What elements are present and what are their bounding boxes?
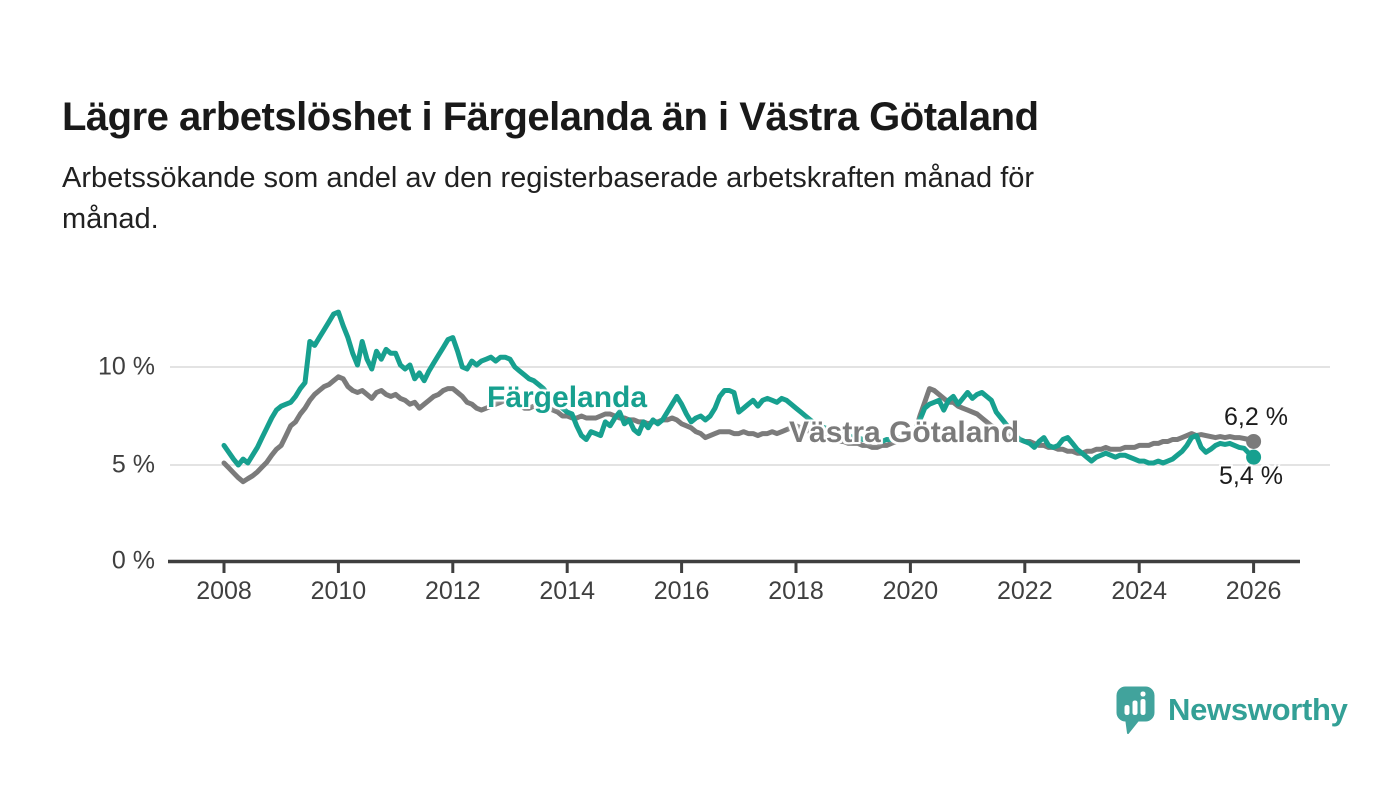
newsworthy-logo: Newsworthy [1116, 686, 1348, 734]
end-dot-v-stra-g-taland [1246, 433, 1262, 449]
chart-subtitle-line2: månad. [62, 203, 159, 235]
chart-line-f-rgelanda [221, 309, 1257, 468]
end-value-label-vastra-gotaland: 6,2 % [1224, 403, 1288, 431]
series-label-fargelanda: Färgelanda [487, 381, 648, 414]
chart-subtitle-line1: Arbetssökande som andel av den registerb… [62, 162, 1035, 194]
x-tick-label-2008: 2008 [196, 577, 252, 605]
chart-subtitle: Arbetssökande som andel av den registerb… [62, 158, 1312, 240]
y-tick-label-10: 10 % [98, 352, 155, 381]
x-tick-label-2018: 2018 [768, 577, 824, 605]
x-tick-label-2012: 2012 [424, 577, 481, 605]
y-tick-label-5: 5 % [111, 450, 155, 479]
end-value-label-fargelanda: 5,4 % [1219, 462, 1283, 490]
series-label-vastra-gotaland: Västra Götaland [789, 416, 1020, 449]
chart-title: Lägre arbetslöshet i Färgelanda än i Väs… [62, 94, 1039, 139]
x-tick-label-2016: 2016 [653, 577, 710, 605]
x-tick-label-2014: 2014 [539, 577, 595, 605]
chart-line-v-stra-g-taland [221, 374, 1257, 485]
newsworthy-logo-text: Newsworthy [1168, 692, 1348, 727]
x-tick-label-2022: 2022 [996, 577, 1053, 605]
end-dot-f-rgelanda [1246, 449, 1262, 465]
x-tick-label-2026: 2026 [1225, 577, 1282, 605]
x-tick-label-2020: 2020 [882, 577, 939, 605]
y-tick-label-0: 0 % [111, 546, 155, 575]
newsworthy-logo-icon [1116, 686, 1155, 734]
x-tick-label-2024: 2024 [1111, 577, 1167, 605]
x-tick-label-2010: 2010 [310, 577, 367, 605]
